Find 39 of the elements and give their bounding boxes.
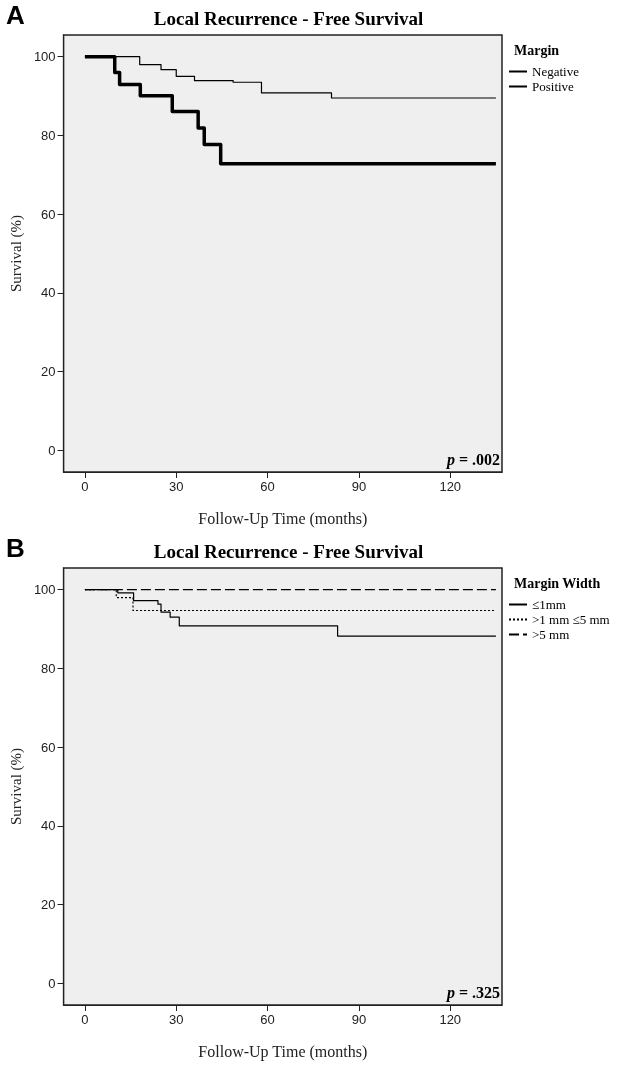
- y-axis-title: Survival (%): [7, 747, 25, 826]
- x-tick-label: 120: [439, 479, 462, 494]
- y-tick-label: 100: [33, 582, 56, 598]
- y-tick-label: 40: [41, 818, 56, 834]
- x-tick-label: 120: [439, 1012, 462, 1027]
- y-tick-label: 60: [41, 206, 56, 222]
- x-axis-title: Follow-Up Time (months): [198, 1042, 368, 1061]
- legend-label: >1 mm ≤5 mm: [532, 612, 610, 627]
- text: B: [6, 533, 25, 563]
- legend-title: Margin Width: [514, 575, 601, 591]
- chart-title: Local Recurrence - Free Survival: [153, 541, 424, 562]
- y-tick-label: 0: [48, 975, 56, 991]
- y-tick-label: 100: [33, 49, 56, 65]
- y-tick-label: 40: [41, 285, 56, 301]
- y-axis-title: Survival (%): [7, 214, 25, 293]
- y-tick-label: 0: [48, 442, 56, 458]
- legend-label: Negative: [532, 64, 580, 79]
- x-axis-title: Follow-Up Time (months): [198, 509, 368, 528]
- y-tick-label: 20: [41, 364, 56, 380]
- y-tick-label: 80: [41, 127, 56, 143]
- chart-title: Local Recurrence - Free Survival: [153, 8, 424, 29]
- text: A: [6, 0, 25, 30]
- y-tick-label: 60: [41, 739, 56, 755]
- x-tick-label: 30: [169, 479, 184, 494]
- annotation: p = .325: [444, 983, 501, 1002]
- x-tick-label: 90: [351, 479, 367, 494]
- legend-label: Positive: [532, 79, 575, 94]
- x-tick-label: 60: [260, 1012, 275, 1027]
- x-tick-label: 0: [81, 1012, 89, 1027]
- annotation: p = .002: [444, 450, 501, 469]
- y-tick-label: 20: [41, 897, 56, 913]
- x-tick-label: 60: [260, 479, 275, 494]
- x-tick-label: 0: [81, 479, 89, 494]
- x-tick-label: 30: [169, 1012, 184, 1027]
- legend-label: >5 mm: [532, 627, 570, 642]
- y-tick-label: 80: [41, 660, 56, 676]
- legend-label: ≤1mm: [532, 597, 566, 612]
- legend-title: Margin: [514, 42, 560, 58]
- x-tick-label: 90: [351, 1012, 367, 1027]
